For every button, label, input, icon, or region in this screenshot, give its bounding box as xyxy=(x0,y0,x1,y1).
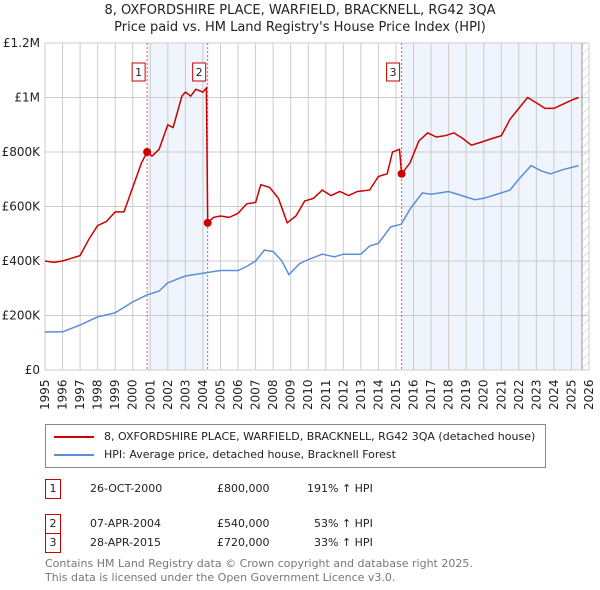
chart-title: 8, OXFORDSHIRE PLACE, WARFIELD, BRACKNEL… xyxy=(104,3,496,18)
price-chart: 1995 1996 1997 1998 1999 2000 2001 2002 2003 2004… xyxy=(2,36,596,410)
sale-point xyxy=(203,218,212,227)
marker-number: 3 xyxy=(45,533,61,553)
price: £720,000 xyxy=(217,536,270,549)
x-tick-label: 1995 xyxy=(38,379,52,410)
y-tick-label: £600K xyxy=(2,200,42,214)
legend-label: HPI: Average price, detached house, Brac… xyxy=(104,448,396,461)
x-tick-label: 2014 xyxy=(371,379,385,410)
series-line xyxy=(44,85,579,264)
x-tick-label: 2003 xyxy=(178,379,192,410)
x-tick-label: 2016 xyxy=(407,379,421,410)
hpi-change: 33% ↑ HPI xyxy=(314,536,373,549)
footer-licence: This data is licensed under the Open Gov… xyxy=(45,571,396,584)
x-tick-label: 2000 xyxy=(126,379,140,410)
x-tick-label: 2021 xyxy=(494,379,508,410)
x-tick-label: 1996 xyxy=(56,379,70,410)
x-tick-label: 2024 xyxy=(547,379,561,410)
x-tick-label: 1998 xyxy=(91,379,105,410)
y-tick-label: £200K xyxy=(2,309,42,323)
y-tick-label: £1.2M xyxy=(3,36,40,50)
x-tick-label: 2017 xyxy=(424,379,438,410)
marker-number: 2 xyxy=(45,514,61,534)
x-tick-label: 2006 xyxy=(231,379,245,410)
x-tick-label: 2020 xyxy=(477,379,491,410)
x-tick-label: 2025 xyxy=(564,379,578,410)
legend-item-property: 8, OXFORDSHIRE PLACE, WARFIELD, BRACKNEL… xyxy=(54,428,535,445)
x-tick-label: 2005 xyxy=(213,379,227,410)
x-tick-label: 2013 xyxy=(354,379,368,410)
sale-point xyxy=(397,169,406,178)
sale-marker-label: 2 xyxy=(196,66,203,79)
price: £800,000 xyxy=(217,482,270,495)
chart-subtitle-row: Price paid vs. HM Land Registry's House … xyxy=(0,20,600,35)
footer: Contains HM Land Registry data © Crown c… xyxy=(45,557,473,585)
series-line xyxy=(45,164,579,333)
x-tick-label: 2015 xyxy=(389,379,403,410)
date: 28-APR-2015 xyxy=(90,536,162,549)
transaction-row: 2 07-APR-2004 £540,000 53% ↑ HPI xyxy=(45,514,445,534)
sale-marker-box xyxy=(386,62,401,82)
x-tick-label: 1999 xyxy=(108,379,122,410)
sale-marker-label: 1 xyxy=(135,66,142,79)
x-tick-label: 2018 xyxy=(442,379,456,410)
x-tick-label: 2009 xyxy=(284,379,298,410)
price: £540,000 xyxy=(217,517,270,530)
transaction-row: 1 26-OCT-2000 £800,000 191% ↑ HPI xyxy=(45,479,445,499)
y-tick-label: £800K xyxy=(2,145,42,159)
x-tick-label: 1997 xyxy=(73,379,87,410)
hpi-change: 191% ↑ HPI xyxy=(307,482,373,495)
x-tick-label: 2012 xyxy=(336,379,350,410)
sale-marker-box xyxy=(192,62,207,82)
sale-point xyxy=(143,148,152,156)
legend-item-hpi: HPI: Average price, detached house, Brac… xyxy=(54,446,535,463)
x-tick-label: 2019 xyxy=(459,379,473,410)
x-tick-label: 2010 xyxy=(301,379,315,410)
x-tick-label: 2022 xyxy=(512,379,526,410)
y-tick-label: £1M xyxy=(14,91,40,105)
sale-marker-label: 3 xyxy=(390,66,397,79)
chart-title-row: 8, OXFORDSHIRE PLACE, WARFIELD, BRACKNEL… xyxy=(0,3,600,18)
x-tick-label: 2023 xyxy=(529,379,543,410)
x-tick-label: 2011 xyxy=(319,379,333,410)
sale-marker-box xyxy=(131,62,146,82)
x-tick-label: 2004 xyxy=(196,379,210,410)
legend-label: 8, OXFORDSHIRE PLACE, WARFIELD, BRACKNEL… xyxy=(104,430,536,443)
marker-number: 1 xyxy=(45,479,61,499)
x-tick-label: 2008 xyxy=(266,379,280,410)
x-tick-label: 2002 xyxy=(161,379,175,410)
footer-copyright: Contains HM Land Registry data © Crown c… xyxy=(45,557,473,570)
date: 07-APR-2004 xyxy=(90,517,162,530)
hpi-change: 53% ↑ HPI xyxy=(314,517,373,530)
legend-swatch-blue xyxy=(54,453,94,456)
chart-subtitle: Price paid vs. HM Land Registry's House … xyxy=(114,20,486,35)
transaction-row: 3 28-APR-2015 £720,000 33% ↑ HPI xyxy=(45,533,445,553)
y-tick-label: £0 xyxy=(25,363,40,377)
legend-swatch-red xyxy=(54,435,94,438)
date: 26-OCT-2000 xyxy=(90,482,163,495)
x-tick-label: 2026 xyxy=(582,379,596,410)
y-tick-label: £400K xyxy=(2,254,42,268)
x-tick-label: 2001 xyxy=(143,379,157,410)
x-tick-label: 2007 xyxy=(249,379,263,410)
legend: 8, OXFORDSHIRE PLACE, WARFIELD, BRACKNEL… xyxy=(45,424,547,468)
